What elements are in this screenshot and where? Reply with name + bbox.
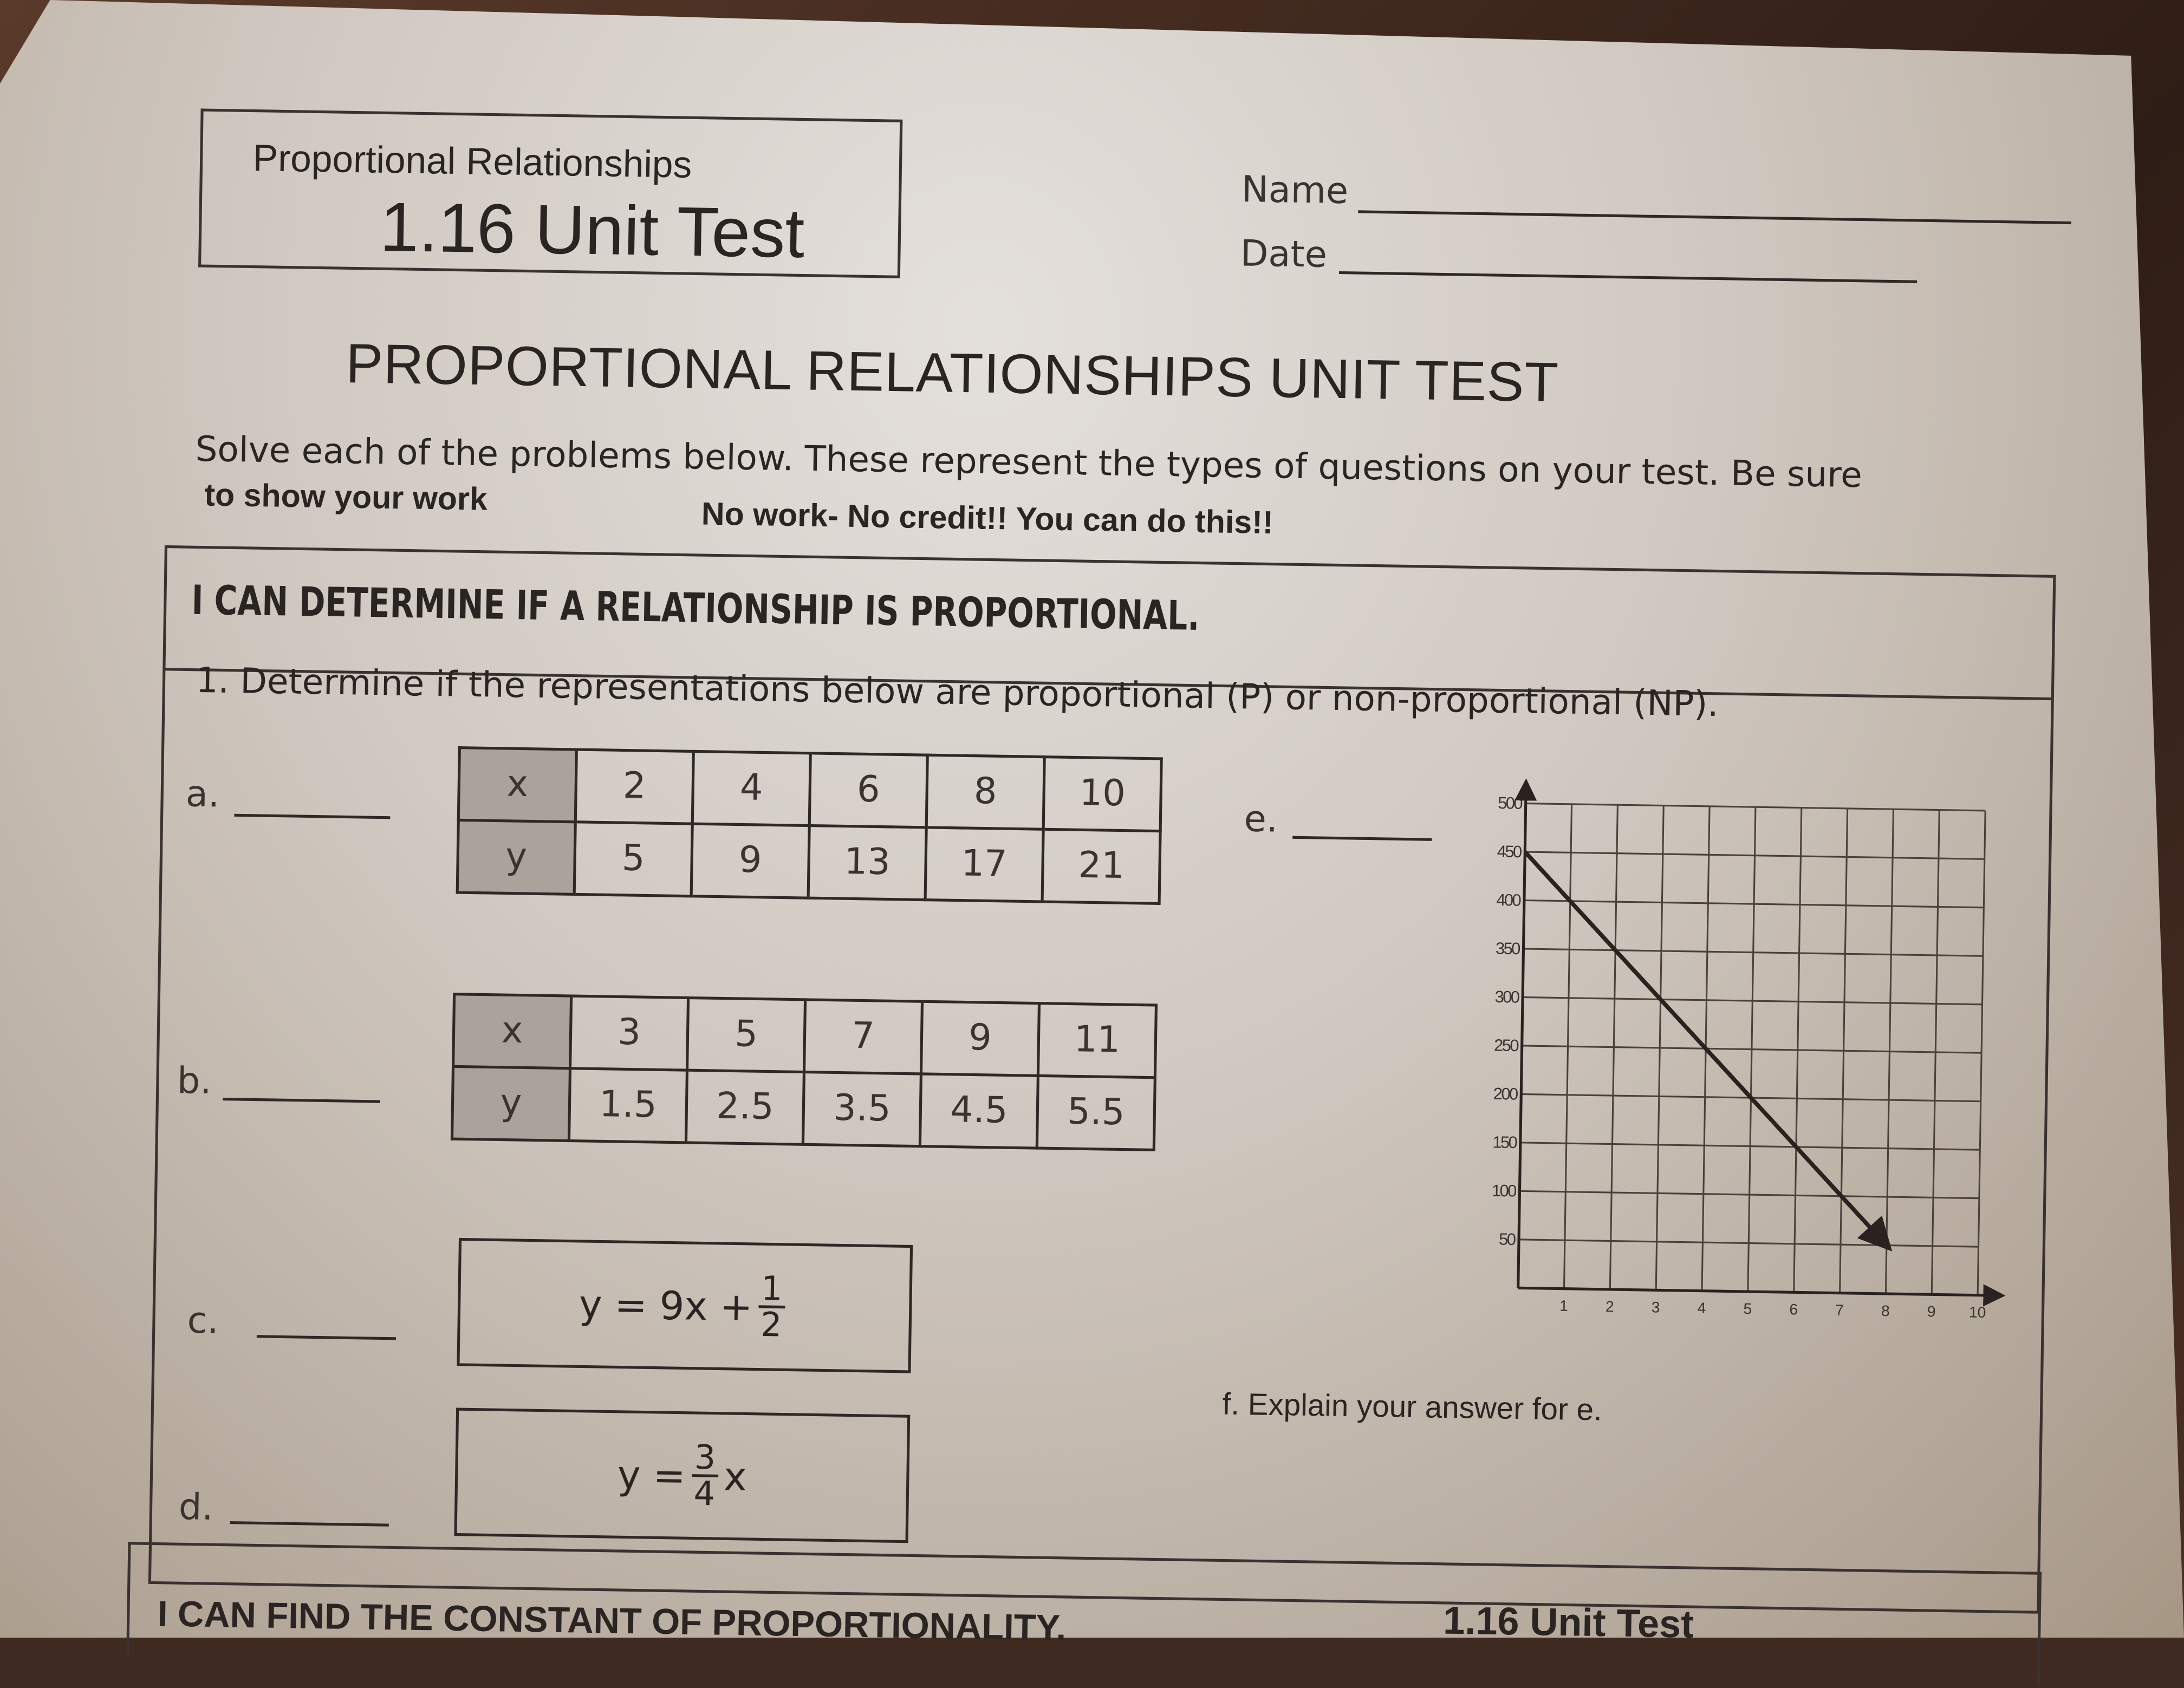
part-f-label: f. Explain your answer for e.	[1222, 1386, 1603, 1428]
grid-line-horizontal	[1525, 803, 1986, 812]
y-tick-label: 150	[1492, 1132, 1517, 1152]
part-e-label: e.	[1244, 799, 1278, 842]
x-tick-label: 5	[1743, 1300, 1752, 1317]
fraction-numerator: 3	[691, 1438, 719, 1478]
equation-c-box: y = 9x + 1 2	[457, 1237, 913, 1373]
cell: 10	[1043, 757, 1162, 831]
table-row: y 5 9 13 17 21	[457, 820, 1161, 904]
fraction-denominator: 2	[760, 1305, 783, 1345]
x-tick-label: 9	[1927, 1302, 1936, 1320]
grid-line-horizontal	[1522, 1045, 1982, 1054]
cell: 1.5	[569, 1068, 687, 1143]
x-tick-label: 6	[1789, 1300, 1798, 1318]
cell: 9	[921, 1001, 1039, 1076]
cell: 5	[687, 998, 805, 1072]
grid-line-horizontal	[1524, 899, 1984, 909]
data-line	[1523, 850, 1893, 1252]
y-tick-label: 100	[1492, 1181, 1517, 1201]
y-tick-label: 350	[1496, 938, 1520, 958]
table-row: x 3 5 7 9 11	[453, 994, 1156, 1078]
y-tick-label: 250	[1494, 1035, 1519, 1055]
table-a: x 2 4 6 8 10 y 5 9 13 17 21	[456, 746, 1163, 905]
worksheet-test-title: 1.16 Unit Test	[379, 188, 805, 273]
part-d-label: d.	[178, 1487, 214, 1529]
date-field[interactable]	[1339, 271, 1917, 283]
section2-footer-title: 1.16 Unit Test	[1442, 1599, 1694, 1646]
name-field[interactable]	[1358, 210, 2071, 225]
y-header: y	[457, 820, 576, 895]
y-axis	[1514, 778, 1537, 1288]
cell: 3.5	[803, 1072, 921, 1146]
cell: 2.5	[686, 1070, 804, 1145]
x-tick-label: 3	[1652, 1298, 1660, 1315]
equation-d-left: y =	[617, 1451, 686, 1498]
x-tick-label: 2	[1606, 1298, 1614, 1315]
cell: 17	[925, 827, 1044, 902]
cell: 3	[570, 996, 688, 1071]
cell: 7	[804, 999, 922, 1074]
x-tick-label: 8	[1881, 1302, 1890, 1319]
y-tick-label: 450	[1497, 842, 1522, 862]
page-title: PROPORTIONAL RELATIONSHIPS UNIT TEST	[345, 334, 1559, 414]
part-b-label: b.	[177, 1060, 212, 1103]
cell: 8	[926, 755, 1045, 830]
cell: 2	[575, 750, 694, 824]
fraction-numerator: 1	[758, 1269, 786, 1309]
worksheet-paper	[0, 0, 2184, 1638]
instructions-line2: to show your work	[204, 476, 488, 517]
grid-line-horizontal	[1523, 948, 1983, 957]
part-c-label: c.	[187, 1300, 219, 1343]
section-heading: I CAN DETERMINE IF A RELATIONSHIP IS PRO…	[191, 576, 1200, 640]
y-tick-label: 400	[1496, 890, 1521, 910]
cell: 5.5	[1037, 1076, 1155, 1150]
y-tick-label: 50	[1499, 1230, 1516, 1249]
cell: 11	[1038, 1003, 1156, 1078]
name-label: Name	[1241, 169, 1349, 213]
y-tick-label: 500	[1498, 793, 1523, 813]
graph-e: 1 2 3 4 5 6 7 8 9 10 50 100 150 200 250 300 350 400 450 500	[1492, 778, 2006, 1321]
x-header: x	[453, 994, 571, 1068]
cell: 5	[574, 822, 693, 896]
grid-line-horizontal	[1520, 1142, 1980, 1151]
worksheet-subtitle: Proportional Relationships	[252, 137, 692, 186]
equation-c-left: y = 9x +	[578, 1281, 753, 1330]
cell: 21	[1042, 829, 1161, 904]
table-b: x 3 5 7 9 11 y 1.5 2.5 3.5 4.5 5.5	[451, 993, 1158, 1151]
cell: 9	[691, 824, 810, 898]
table-row: x 2 4 6 8 10	[458, 747, 1162, 831]
grid-line-horizontal	[1519, 1239, 1979, 1248]
table-row: y 1.5 2.5 3.5 4.5 5.5	[452, 1066, 1155, 1150]
y-tick-label: 200	[1493, 1084, 1518, 1104]
y-tick-label: 300	[1494, 987, 1519, 1007]
x-tick-label: 10	[1969, 1304, 1986, 1321]
x-header: x	[458, 747, 577, 822]
title-box: Proportional Relationships 1.16 Unit Tes…	[198, 108, 903, 278]
grid-line-horizontal	[1519, 1190, 1979, 1200]
equation-d-box: y = 3 4 x	[454, 1407, 911, 1543]
cell: 4	[692, 751, 811, 826]
part-a-label: a.	[185, 774, 220, 817]
instructions-note: No work- No credit!! You can do this!!	[701, 495, 1274, 540]
equation-d-right: x	[723, 1453, 748, 1500]
fraction-denominator: 4	[693, 1474, 716, 1514]
grid-line-horizontal	[1523, 996, 1982, 1006]
fraction-c: 1 2	[758, 1269, 786, 1345]
cell: 4.5	[920, 1073, 1038, 1149]
x-tick-label: 7	[1835, 1301, 1844, 1319]
x-tick-label: 4	[1697, 1299, 1706, 1316]
cell: 6	[809, 753, 928, 827]
x-tick-label: 1	[1559, 1297, 1568, 1314]
y-header: y	[452, 1066, 570, 1141]
fraction-d: 3 4	[691, 1438, 719, 1514]
grid-line-horizontal	[1525, 851, 1985, 860]
date-label: Date	[1240, 233, 1328, 277]
x-axis	[1518, 1284, 2006, 1307]
cell: 13	[808, 825, 927, 900]
section2-heading: I CAN FIND THE CONSTANT OF PROPORTIONALI…	[157, 1592, 1067, 1649]
